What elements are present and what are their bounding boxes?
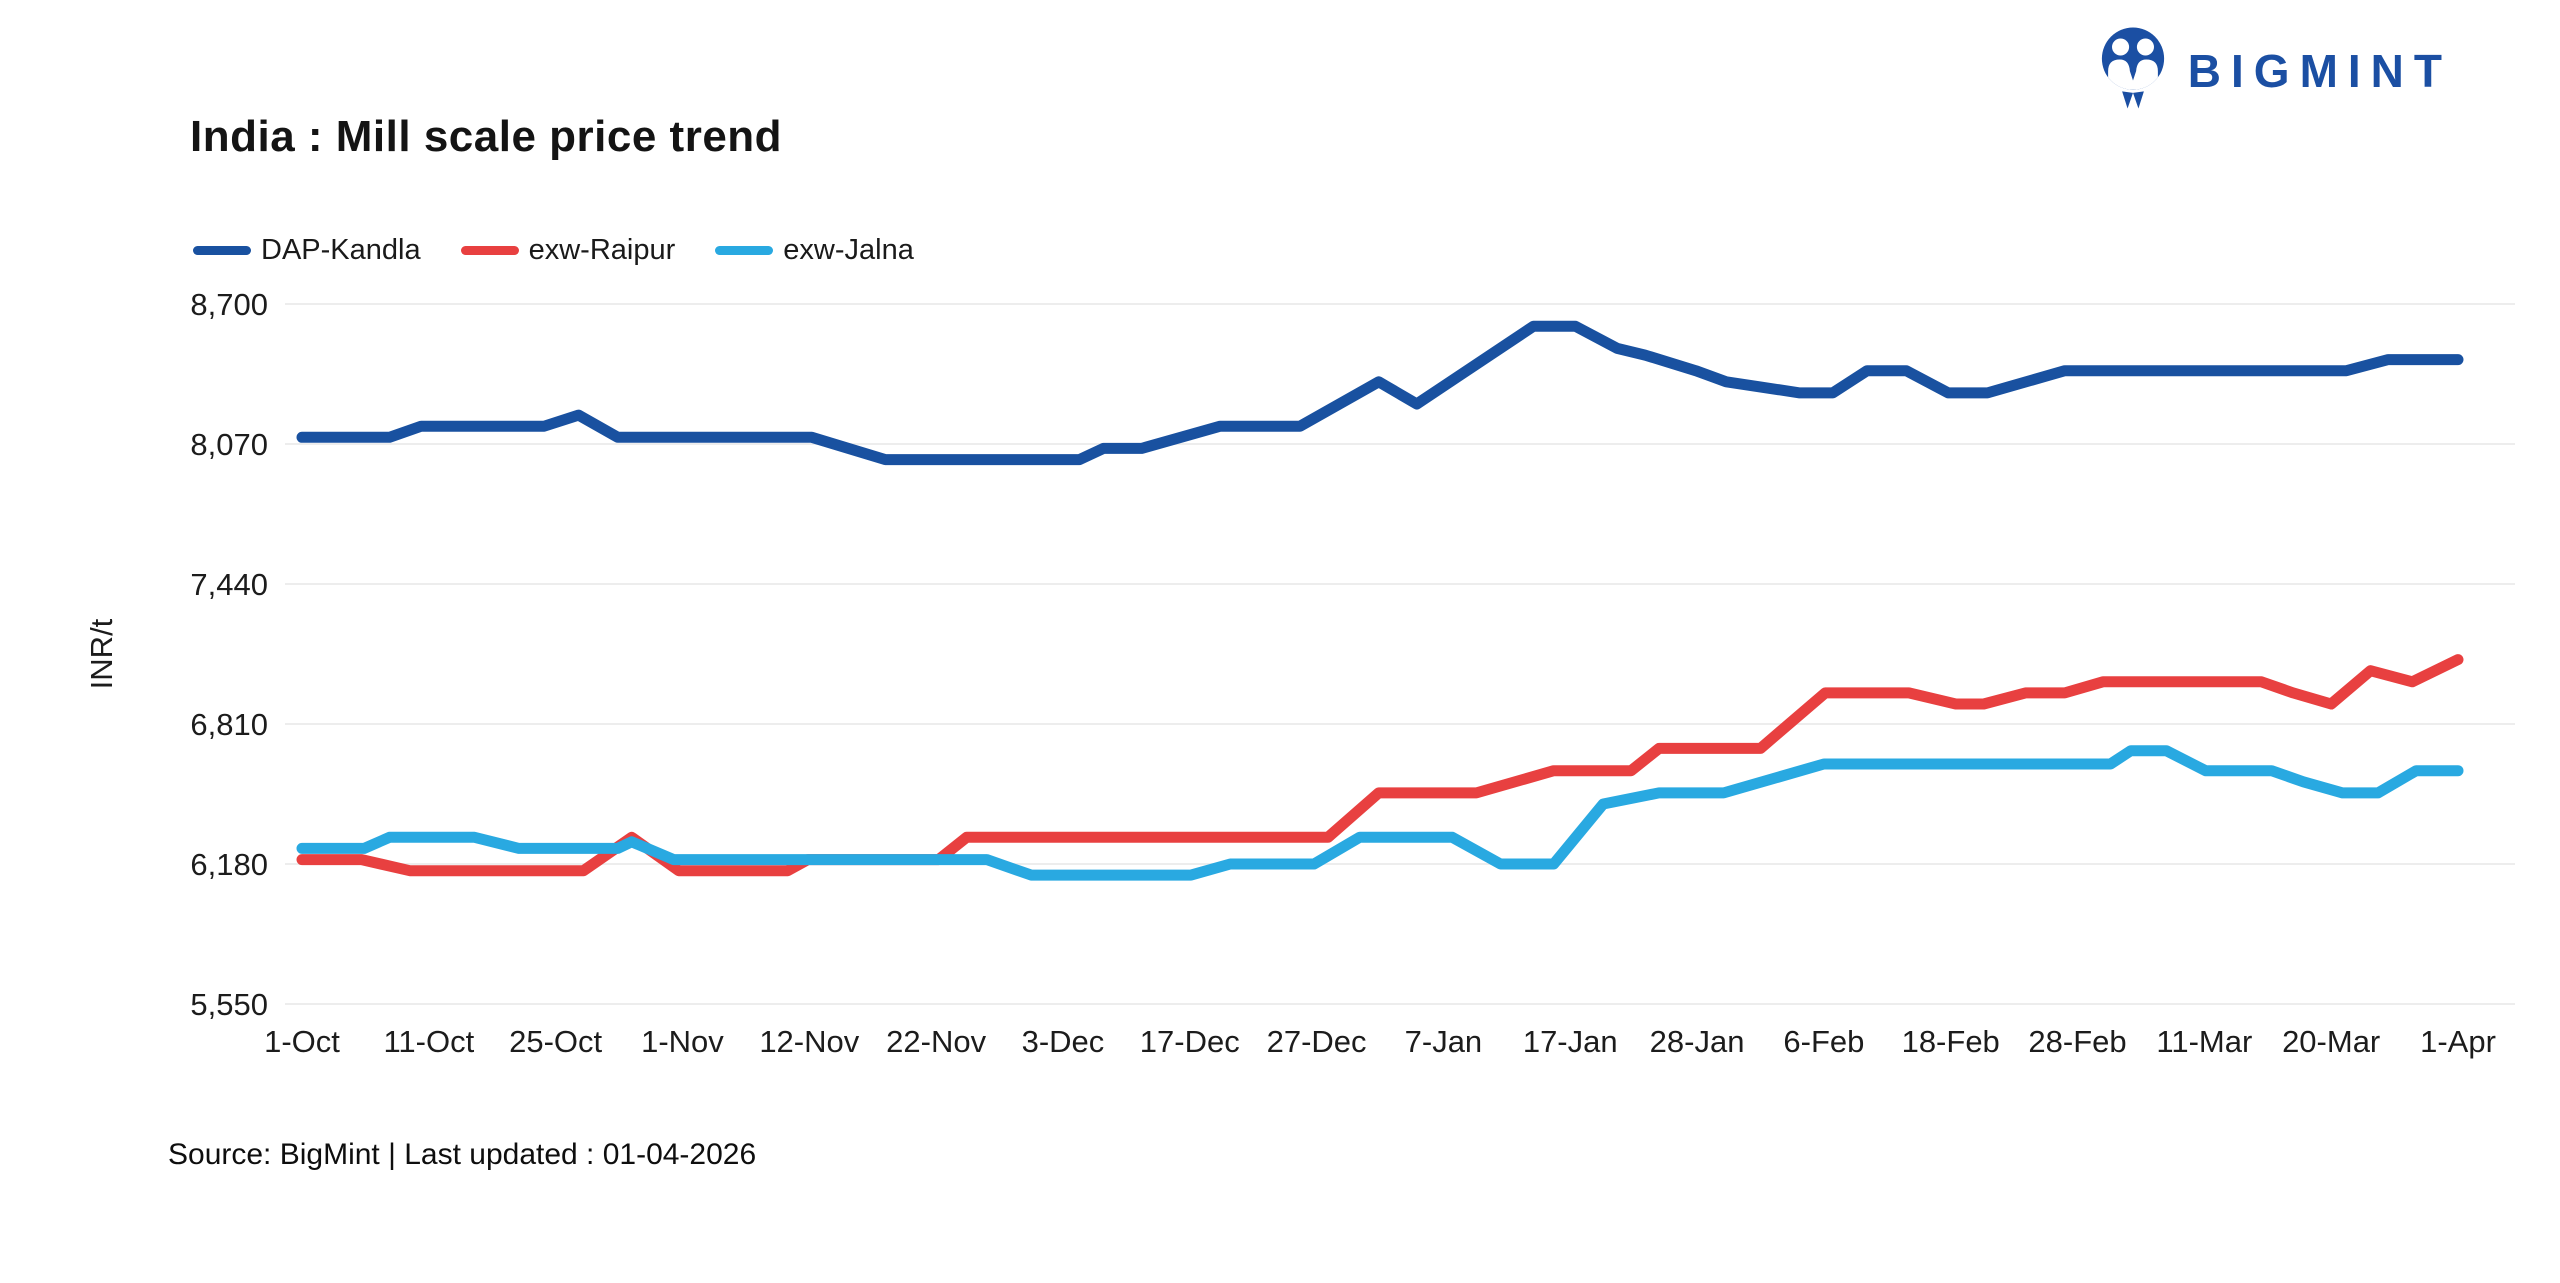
source-note: Source: BigMint | Last updated : 01-04-2… <box>168 1138 757 1171</box>
x-tick-label: 27-Dec <box>1267 1024 1367 1059</box>
x-tick-label: 11-Mar <box>2156 1024 2252 1059</box>
y-tick-label: 6,810 <box>190 707 268 742</box>
x-tick-label: 28-Jan <box>1650 1024 1745 1059</box>
bigmint-logo-icon <box>2094 26 2172 115</box>
series-line-dap-kandla <box>296 320 2464 466</box>
x-tick-label: 1-Oct <box>264 1024 340 1059</box>
x-tick-label: 18-Feb <box>1902 1024 2000 1059</box>
legend-item-exw-jalna: exw-Jalna <box>715 234 914 267</box>
legend-swatch <box>715 246 774 255</box>
series-line-exw-raipur <box>296 654 2464 877</box>
legend-swatch <box>193 246 251 255</box>
x-tick-label: 22-Nov <box>886 1024 986 1059</box>
legend-label: DAP-Kandla <box>261 234 421 266</box>
x-tick-label: 20-Mar <box>2282 1024 2380 1059</box>
chart-title: India : Mill scale price trend <box>190 112 783 161</box>
x-tick-label: 3-Dec <box>1022 1024 1105 1059</box>
x-tick-label: 17-Dec <box>1140 1024 1240 1059</box>
legend-swatch <box>460 246 519 255</box>
legend-label: exw-Jalna <box>783 234 914 266</box>
legend-label: exw-Raipur <box>528 234 676 266</box>
brand-name: BIGMINT <box>2187 44 2452 97</box>
y-tick-label: 6,180 <box>190 847 268 882</box>
x-tick-label: 28-Feb <box>2028 1024 2126 1059</box>
y-tick-label: 5,550 <box>190 987 268 1022</box>
x-tick-label: 1-Apr <box>2420 1024 2496 1059</box>
x-tick-label: 12-Nov <box>759 1024 859 1059</box>
x-tick-label: 6-Feb <box>1783 1024 1864 1059</box>
y-tick-label: 8,700 <box>190 287 268 322</box>
legend: DAP-Kandla exw-Raipur exw-Jalna <box>193 234 914 267</box>
y-tick-label: 7,440 <box>190 567 268 602</box>
x-tick-label: 11-Oct <box>383 1024 474 1059</box>
y-tick-label: 8,070 <box>190 427 268 462</box>
brand: BIGMINT <box>2094 26 2452 115</box>
legend-item-dap-kandla: DAP-Kandla <box>193 234 421 267</box>
x-tick-label: 7-Jan <box>1405 1024 1483 1059</box>
x-tick-label: 1-Nov <box>641 1024 724 1059</box>
x-tick-label: 17-Jan <box>1523 1024 1618 1059</box>
legend-item-exw-raipur: exw-Raipur <box>460 234 676 267</box>
y-axis-title: INR/t <box>84 618 119 689</box>
x-tick-label: 25-Oct <box>509 1024 602 1059</box>
series-line-exw-jalna <box>296 745 2464 881</box>
